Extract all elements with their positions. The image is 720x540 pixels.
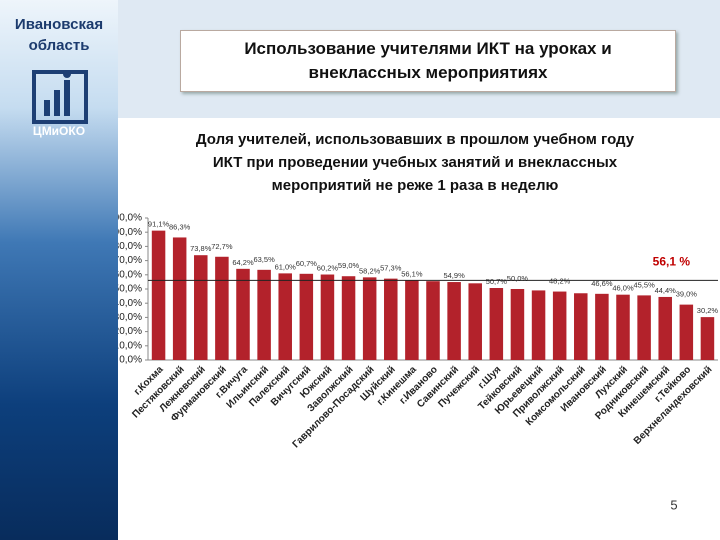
data-label: 59,0% [338,261,360,270]
bar [257,269,271,360]
data-label: 58,2% [359,266,381,275]
bar [426,281,440,360]
y-tick-label: 40,0% [118,298,142,309]
sidebar: Ивановская область ЦМиОКО [0,0,118,540]
slide-title-line: Использование учителями ИКТ на уроках и [244,39,612,58]
slide-title: Использование учителями ИКТ на уроках и … [180,30,676,92]
y-tick-label: 80,0% [118,241,142,252]
region-line: Ивановская [14,16,104,33]
data-label: 56,1% [401,269,423,278]
chart-title: ИКТ при проведении учебных занятий и вне… [213,154,618,171]
chart-title: Доля учителей, использовавших в прошлом … [196,131,635,148]
data-label: 60,7% [296,259,318,268]
bar [215,256,229,360]
bar [151,230,166,360]
bar [278,273,292,360]
data-label: 73,8% [190,244,212,253]
data-label: 46,6% [591,279,613,288]
y-tick-label: 10,0% [118,340,142,351]
data-label: 45,5% [633,280,655,289]
average-label: 56,1 % [653,255,691,269]
data-label: 57,3% [380,264,402,273]
data-label: 44,4% [655,286,677,295]
y-tick-label: 0,0% [119,355,142,366]
bar [172,237,187,360]
bar [531,290,546,360]
data-label: 61,0% [275,262,297,271]
data-label: 60,2% [317,264,339,273]
bar [384,278,398,360]
bar [574,293,588,360]
y-tick-label: 60,0% [118,269,142,280]
bar [700,317,715,360]
data-label: 48,2% [549,277,571,286]
chart-panel: Доля учителей, использовавших в прошлом … [108,118,720,540]
y-tick-label: 70,0% [118,255,142,266]
bar [405,280,419,360]
data-label: 50,7% [486,277,508,286]
bar [510,289,525,360]
bar [468,283,482,360]
bar [489,288,504,360]
y-tick-label: 100,0% [118,213,142,224]
bar [679,304,694,360]
bar [194,255,208,360]
bar [552,291,567,360]
bar [637,295,651,360]
y-tick-label: 50,0% [118,284,142,295]
bar [595,293,609,360]
data-label: 50,0% [507,274,529,283]
logo [32,70,88,124]
slide-title-line: внеклассных мероприятиях [308,63,548,82]
logo-text: ЦМиОКО [32,124,86,138]
data-label: 46,0% [612,284,634,293]
y-tick-label: 20,0% [118,326,142,337]
data-label: 63,5% [253,255,275,264]
y-tick-label: 90,0% [118,227,142,238]
bar [236,268,250,360]
bar [341,276,356,360]
chart: Доля учителей, использовавших в прошлом … [108,131,719,512]
bar [362,277,377,360]
data-label: 30,2% [697,306,719,315]
data-label: 91,1% [148,220,170,229]
data-label: 39,0% [676,290,698,299]
region-line: область [28,37,90,54]
data-label: 72,7% [211,242,233,251]
bar [299,273,314,360]
region-name: Ивановская область [0,14,118,56]
y-tick-label: 30,0% [118,312,142,323]
page-number: 5 [670,497,677,512]
data-label: 86,3% [169,222,191,231]
chart-title: мероприятий не реже 1 раза в неделю [272,177,559,194]
data-label: 64,2% [232,258,254,267]
bar [320,274,335,360]
bar [658,296,672,360]
data-label: 54,9% [443,271,465,280]
bar [447,282,461,360]
bar [616,294,630,360]
